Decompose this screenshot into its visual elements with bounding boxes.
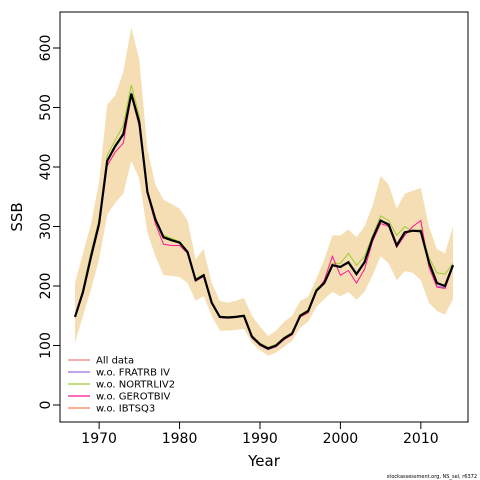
y-axis-label: SSB (8, 202, 26, 231)
x-tick-label: 2010 (403, 431, 439, 447)
legend-label: w.o. FRATRB IV (96, 368, 170, 379)
x-axis-label: Year (247, 452, 281, 470)
x-tick-label: 2000 (323, 431, 359, 447)
x-tick-label: 1990 (242, 431, 278, 447)
x-tick-label: 1980 (162, 431, 198, 447)
y-tick-label: 100 (38, 332, 54, 359)
y-tick-label: 400 (38, 154, 54, 181)
main-estimate-line (73, 93, 455, 350)
y-tick-label: 300 (38, 213, 54, 240)
x-axis: 1970 1980 1990 2000 2010 (81, 421, 439, 447)
x-tick-label: 1970 (81, 431, 117, 447)
y-axis: 0 100 200 300 400 500 600 (38, 35, 61, 410)
credit-text: stockassessment.org, NS_sel, r6372 (387, 474, 477, 480)
legend-label: w.o. IBTSQ3 (96, 404, 155, 415)
series-lines (73, 84, 455, 351)
legend-label: w.o. GEROTBIV (96, 392, 171, 403)
y-tick-label: 200 (38, 273, 54, 300)
y-tick-label: 0 (38, 401, 54, 410)
legend-label: w.o. NORTRLIV2 (96, 380, 175, 391)
band-area (75, 27, 453, 356)
confidence-band (75, 27, 453, 356)
y-tick-label: 600 (38, 35, 54, 62)
legend-label: All data (96, 356, 134, 367)
y-tick-label: 500 (38, 94, 54, 121)
